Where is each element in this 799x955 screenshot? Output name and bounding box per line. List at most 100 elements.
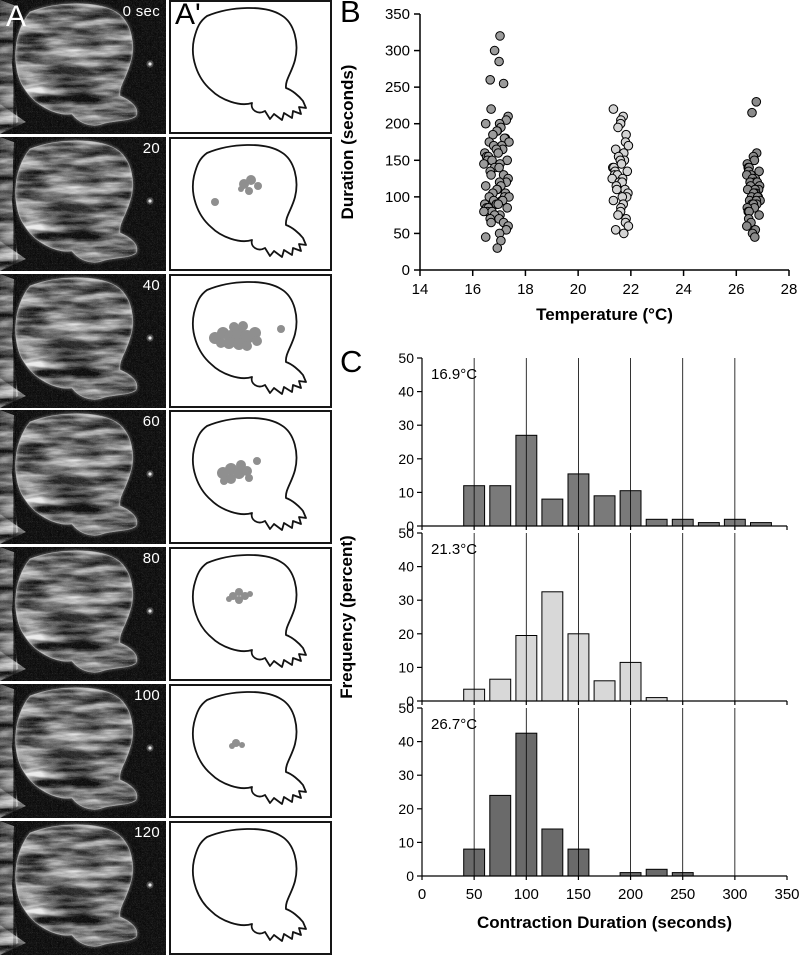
x-tick-label: 50 [466,886,483,903]
data-point [485,75,495,85]
y-axis-title-c: Frequency (percent) [337,535,356,698]
micrograph-frame: 60 [0,410,166,545]
data-point [747,107,757,118]
histogram-bar [645,518,668,527]
data-point [742,221,752,231]
data-point [613,122,623,133]
contraction-blob [252,335,262,346]
x-axis-title-b: Temperature (°C) [536,305,673,324]
contraction-blob [233,337,245,350]
y-tick-label: 30 [398,592,414,608]
y-tick-label: 0 [406,518,414,534]
data-point [502,203,512,213]
histogram-bar [489,485,512,527]
x-tick-label: 0 [418,886,426,903]
panel-c-letter: C [340,344,363,379]
data-point [754,210,764,220]
x-tick-label: 250 [670,886,695,903]
image-noise [0,0,166,134]
cell-outline-drawing [192,691,307,805]
data-point [492,243,503,253]
y-tick-label: 20 [398,801,414,817]
contraction-blob [220,477,228,486]
y-tick-label: 0 [406,693,414,709]
contraction-blob [211,197,219,206]
cell-outline [192,280,307,395]
y-tick-label: 20 [398,451,414,467]
cell-outline [192,417,307,532]
micrograph-image [0,273,166,408]
x-tick-label: 350 [774,886,799,903]
outline-frame [169,683,332,818]
chart-c: 0 10 20 30 40 50 16.9°C 0 10 20 30 40 50 21.3°C 0 10 20 3… [336,346,799,955]
x-tick-label: 100 [514,886,539,903]
y-tick-label: 200 [385,116,410,133]
y-tick-label: 300 [385,43,410,60]
histogram-bar [541,498,564,527]
panel-c: C 0 10 20 30 40 50 16.9°C 0 10 20 30 40 50 21.3°C 0 10 2… [336,344,799,955]
contraction-blob [254,181,262,190]
image-noise [0,410,166,545]
image-noise [0,683,166,818]
outline-frame [169,136,332,271]
contraction-blob [235,588,243,597]
contraction-blob [239,741,245,748]
image-noise [0,136,166,271]
micrograph-frame: 40 [0,273,166,408]
time-label: 120 [134,823,160,841]
y-tick-label: 250 [385,79,410,96]
x-tick-label: 16 [464,281,481,298]
panel-a-prime-column [169,0,332,955]
contraction-blob [238,320,248,331]
y-tick-label: 0 [406,868,414,884]
histogram-bar [541,828,564,877]
data-point [622,166,633,177]
y-tick-label: 350 [385,6,410,23]
y-tick-label: 30 [398,767,414,783]
contraction-blob [226,596,232,603]
outline-frame [169,410,332,545]
cell-outline [192,7,307,121]
micrograph-frame: 20 [0,136,166,271]
outline-frame [169,820,332,955]
data-point [489,45,500,56]
micrograph-frame: 120 [0,820,166,955]
micrograph-image [0,0,166,134]
data-point [486,170,496,180]
micrograph-image [0,820,166,955]
y-tick-label: 0 [402,262,410,279]
contraction-blob [216,337,226,348]
data-point [480,181,491,191]
y-tick-label: 50 [398,700,414,716]
contraction-blob [253,457,261,466]
contraction-blob [242,466,252,477]
data-point [486,104,496,114]
x-tick-label: 24 [675,281,692,298]
data-point [608,104,619,114]
outline-frame [169,273,332,408]
data-point [754,166,764,177]
chart-b: 0 50 100 150 200 250 300 350 14 16 18 20 22 24 26 28 Dur… [336,0,799,332]
y-tick-label: 10 [398,484,414,500]
histogram-bar [593,495,616,527]
panel-a-prime-letter: A' [175,0,201,31]
x-tick-label: 28 [781,281,798,298]
contraction-blob [247,591,253,598]
image-noise [0,273,166,408]
contraction-blob [245,474,253,483]
cell-outline [192,827,307,942]
y-axis-title-b: Duration (seconds) [338,65,357,220]
cell-outline [192,691,307,805]
contraction-blob [249,326,261,339]
x-axis-title-c: Contraction Duration (seconds) [477,913,732,932]
cell-outline-drawing [192,143,307,258]
data-point [619,228,629,239]
y-tick-label: 150 [385,152,410,169]
cell-outline [192,143,307,258]
cell-outline-drawing [192,280,307,395]
data-point [486,217,496,228]
image-noise [0,547,166,682]
contraction-blob [277,324,285,333]
data-point [608,195,619,206]
y-tick-label: 40 [398,559,414,575]
